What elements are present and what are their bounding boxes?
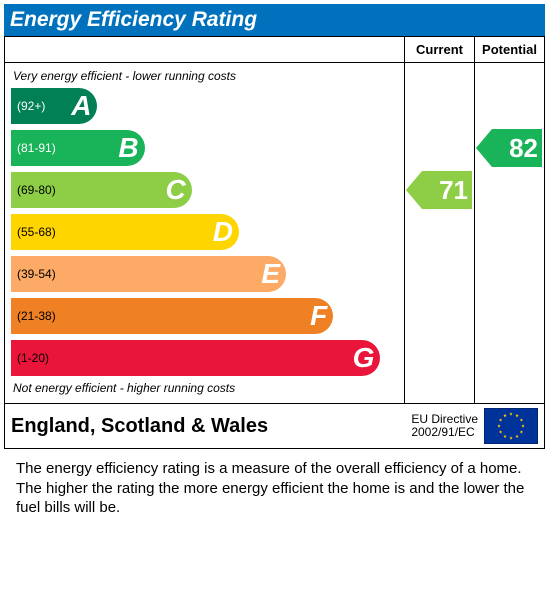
footer-region: England, Scotland & Wales [11, 415, 405, 438]
band-bar-e: (39-54) E [11, 256, 286, 292]
header-current: Current [404, 37, 474, 62]
band-row-f: (21-38) F [5, 295, 404, 337]
current-pointer-value: 71 [406, 171, 468, 209]
band-row-b: (81-91) B [5, 127, 404, 169]
band-letter-d: D [213, 216, 239, 248]
band-row-e: (39-54) E [5, 253, 404, 295]
note-efficient: Very energy efficient - lower running co… [5, 67, 404, 85]
current-column: 71 [404, 63, 474, 403]
description-text: The energy efficiency rating is a measur… [4, 449, 545, 522]
band-range-f: (21-38) [11, 309, 56, 323]
potential-pointer: 82 [476, 129, 542, 167]
band-range-g: (1-20) [11, 351, 49, 365]
bands-area: Very energy efficient - lower running co… [5, 63, 404, 403]
band-row-d: (55-68) D [5, 211, 404, 253]
header-row: Current Potential [5, 37, 544, 63]
header-potential: Potential [474, 37, 544, 62]
band-bar-g: (1-20) G [11, 340, 380, 376]
band-row-a: (92+) A [5, 85, 404, 127]
band-letter-a: A [71, 90, 97, 122]
band-bar-b: (81-91) B [11, 130, 145, 166]
band-range-d: (55-68) [11, 225, 56, 239]
band-letter-f: F [310, 300, 333, 332]
potential-pointer-value: 82 [476, 129, 538, 167]
potential-column: 82 [474, 63, 544, 403]
band-row-c: (69-80) C [5, 169, 404, 211]
current-pointer: 71 [406, 171, 472, 209]
band-range-b: (81-91) [11, 141, 56, 155]
band-bar-c: (69-80) C [11, 172, 192, 208]
band-bar-a: (92+) A [11, 88, 97, 124]
footer-row: England, Scotland & Wales EU Directive 2… [5, 403, 544, 448]
band-range-e: (39-54) [11, 267, 56, 281]
band-bar-d: (55-68) D [11, 214, 239, 250]
epc-chart: Current Potential Very energy efficient … [4, 36, 545, 449]
band-range-a: (92+) [11, 99, 45, 113]
band-letter-e: E [261, 258, 286, 290]
title-bar: Energy Efficiency Rating [4, 4, 545, 36]
header-spacer [5, 37, 404, 62]
band-bar-f: (21-38) F [11, 298, 333, 334]
band-letter-b: B [118, 132, 144, 164]
eu-flag-icon [484, 408, 538, 444]
chart-body: Very energy efficient - lower running co… [5, 63, 544, 403]
band-row-g: (1-20) G [5, 337, 404, 379]
band-letter-c: C [166, 174, 192, 206]
footer-directive: EU Directive 2002/91/EC [405, 413, 484, 439]
directive-line2: 2002/91/EC [411, 426, 478, 439]
band-letter-g: G [353, 342, 381, 374]
note-inefficient: Not energy efficient - higher running co… [5, 379, 404, 397]
band-range-c: (69-80) [11, 183, 56, 197]
